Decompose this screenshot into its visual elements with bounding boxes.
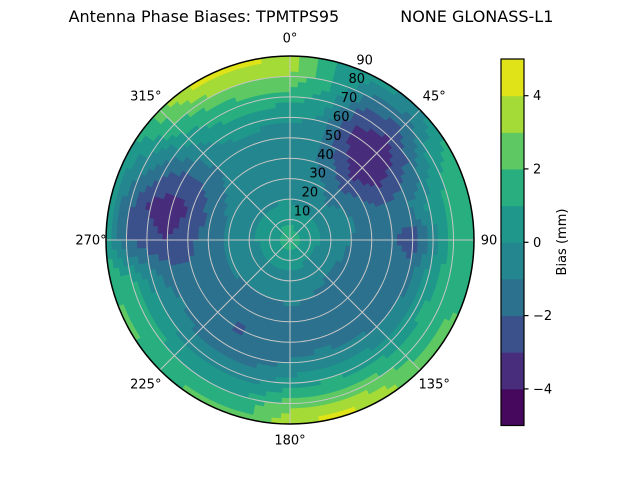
azimuth-label: 225°	[130, 378, 161, 393]
colorbar-tick-label: −4	[533, 382, 552, 397]
radial-tick-label: 50	[325, 129, 342, 144]
colorbar-tick-label: 4	[533, 89, 541, 104]
colorbar-band	[501, 352, 524, 390]
colorbar-band	[501, 242, 524, 280]
radial-tick-label: 90	[356, 53, 373, 68]
azimuth-label: 270°	[75, 234, 106, 249]
colorbar-band	[501, 95, 524, 133]
colorbar: 4 2 0 −2 −4 Bias (mm)	[500, 58, 570, 427]
azimuth-labels: 0° 45° 90 135° 180° 225° 270° 315°	[75, 32, 497, 449]
azimuth-label: 180°	[274, 434, 305, 449]
colorbar-tick-label: −2	[533, 309, 552, 324]
colorbar-tick-label: 2	[533, 162, 541, 177]
azimuth-label: 135°	[419, 378, 450, 393]
colorbar-band	[501, 278, 524, 317]
colorbar-band	[501, 59, 524, 97]
colorbar-tick-label: 0	[533, 236, 541, 251]
radial-tick-label: 40	[317, 148, 334, 163]
radial-tick-label: 10	[294, 204, 311, 219]
polar-grid	[106, 56, 474, 424]
colorbar-band	[501, 205, 524, 243]
colorbar-band	[501, 132, 524, 170]
radial-tick-label: 20	[302, 186, 319, 201]
chart-title: Antenna Phase Biases: TPMTPS95 NONE GLON…	[68, 7, 554, 26]
colorbar-band	[501, 388, 524, 426]
azimuth-label: 315°	[130, 89, 161, 104]
azimuth-label: 0°	[283, 32, 298, 47]
radial-tick-label: 70	[341, 91, 358, 106]
radial-tick-label: 60	[333, 110, 350, 125]
azimuth-label: 45°	[423, 89, 446, 104]
colorbar-band	[501, 168, 524, 207]
radial-tick-labels: 10 20 30 40 50 60 70 80 90	[294, 53, 373, 219]
colorbar-axis-label: Bias (mm)	[555, 209, 570, 276]
polar-outline	[105, 55, 475, 425]
azimuth-label: 90	[481, 234, 498, 249]
colorbar-band	[501, 315, 524, 353]
radial-tick-label: 80	[349, 72, 366, 87]
radial-tick-label: 30	[309, 167, 326, 182]
